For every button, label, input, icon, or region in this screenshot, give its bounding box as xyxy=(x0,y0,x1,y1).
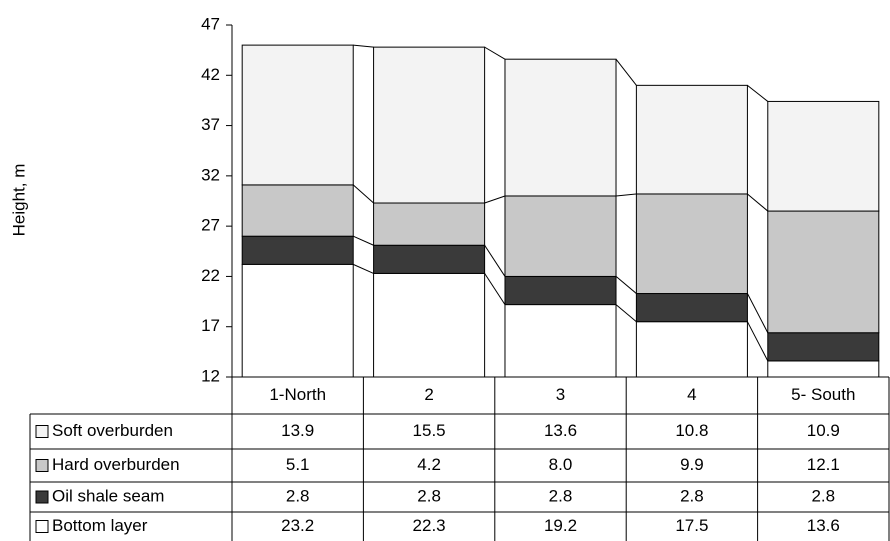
bar-segment xyxy=(767,360,880,378)
y-tick-label: 32 xyxy=(201,165,220,184)
legend-swatch xyxy=(35,425,49,438)
y-tick-label: 17 xyxy=(201,316,220,335)
bar-segment xyxy=(635,193,748,295)
data-label: 4.2 xyxy=(417,455,441,474)
series-line xyxy=(484,195,506,204)
series-line xyxy=(484,273,506,305)
legend-label: Soft overburden xyxy=(52,421,173,440)
bar-segment xyxy=(373,46,486,204)
legend-swatch xyxy=(35,490,49,504)
x-tick-label: 3 xyxy=(556,385,565,404)
x-tick-label: 4 xyxy=(687,385,696,404)
bar-segment xyxy=(241,235,354,265)
series-line xyxy=(746,293,769,333)
series-line xyxy=(353,235,374,246)
data-label: 23.2 xyxy=(281,516,314,535)
data-label: 2.8 xyxy=(286,486,310,505)
data-label: 12.1 xyxy=(807,455,840,474)
bar-segment xyxy=(504,58,617,197)
data-label: 2.8 xyxy=(680,486,704,505)
x-tick-label: 2 xyxy=(424,385,433,404)
series-line xyxy=(615,304,637,323)
series-line xyxy=(353,263,374,274)
x-tick-label: 5- South xyxy=(791,385,855,404)
bar-segment xyxy=(373,272,486,378)
bar-segment xyxy=(635,321,748,378)
bar-segment xyxy=(241,263,354,378)
y-tick-label: 37 xyxy=(201,115,220,134)
data-label: 15.5 xyxy=(413,421,446,440)
x-tick-label: 1-North xyxy=(269,385,326,404)
data-label: 2.8 xyxy=(811,486,835,505)
bar-segment xyxy=(767,210,880,334)
legend-label: Oil shale seam xyxy=(52,486,164,505)
series-line xyxy=(746,321,769,362)
bar-segment xyxy=(241,44,354,186)
data-label: 2.8 xyxy=(417,486,441,505)
series-line xyxy=(484,244,506,277)
y-tick-label: 42 xyxy=(201,65,220,84)
series-line xyxy=(615,58,637,86)
data-label: 22.3 xyxy=(413,516,446,535)
legend-label: Hard overburden xyxy=(52,455,180,474)
data-label: 13.6 xyxy=(544,421,577,440)
series-line xyxy=(484,46,506,60)
series-line xyxy=(353,44,374,48)
y-tick-label: 27 xyxy=(201,216,220,235)
data-label: 19.2 xyxy=(544,516,577,535)
bar-segment xyxy=(241,184,354,237)
legend-swatch xyxy=(35,459,49,472)
data-label: 10.8 xyxy=(675,421,708,440)
series-line xyxy=(747,193,769,212)
data-label: 13.6 xyxy=(807,516,840,535)
series-line xyxy=(747,84,769,102)
bar-segment xyxy=(504,275,617,306)
series-line xyxy=(352,184,374,204)
y-tick-label: 22 xyxy=(201,266,220,285)
series-line xyxy=(615,276,637,294)
data-label: 13.9 xyxy=(281,421,314,440)
bar-segment xyxy=(373,244,486,274)
bar-segment xyxy=(504,195,617,277)
data-label: 9.9 xyxy=(680,455,704,474)
data-label: 5.1 xyxy=(286,455,310,474)
data-label: 8.0 xyxy=(549,455,573,474)
data-label: 10.9 xyxy=(807,421,840,440)
legend-swatch xyxy=(35,520,49,533)
legend-label: Bottom layer xyxy=(52,516,148,535)
bar-segment xyxy=(635,84,748,195)
bar-segment xyxy=(373,202,486,246)
y-tick-label: 47 xyxy=(201,14,220,33)
y-axis-label: Height, m xyxy=(9,164,28,237)
bar-segment xyxy=(635,293,748,323)
bar-segment xyxy=(767,100,880,212)
y-tick-label: 12 xyxy=(201,366,220,385)
series-line xyxy=(615,193,637,197)
bar-segment xyxy=(504,304,617,378)
data-label: 2.8 xyxy=(549,486,573,505)
bar-segment xyxy=(767,332,880,362)
data-label: 17.5 xyxy=(675,516,708,535)
